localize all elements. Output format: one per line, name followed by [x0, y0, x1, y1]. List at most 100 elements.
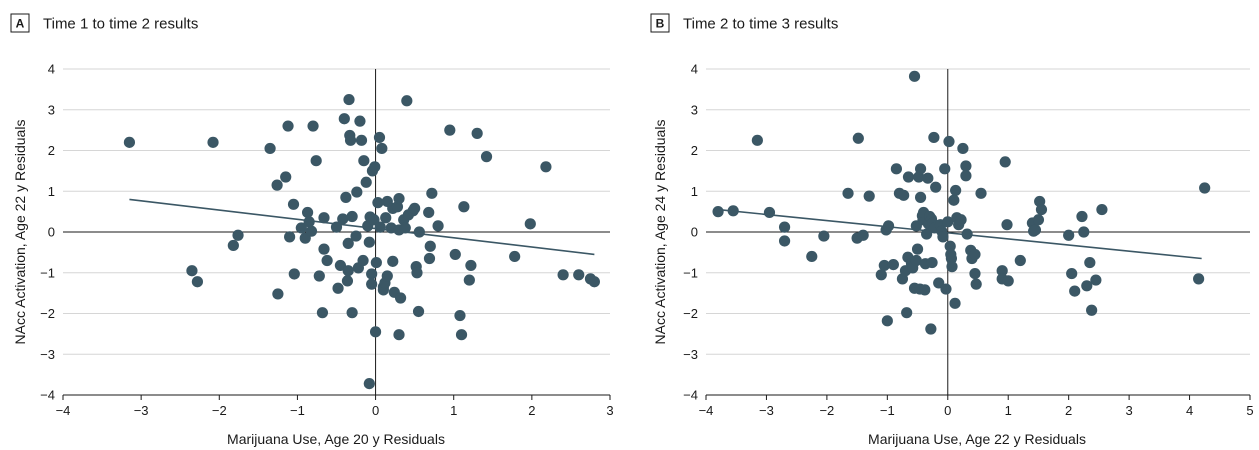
panel-a-x-ticks: −4 −3 −2 −1 0 1 2 3 [56, 403, 614, 418]
panel-b-x-tick-label: −4 [699, 403, 714, 418]
panel-a-data-point [355, 134, 368, 146]
panel-a-data-point [372, 197, 384, 209]
panel-a-badge [10, 13, 30, 33]
panel-b-data-point [878, 259, 890, 272]
panel-a-data-point [573, 269, 585, 281]
panel-a-data-point [471, 127, 483, 139]
panel-b-data-point [882, 220, 895, 232]
panel-b-x-axis-label: Marijuana Use, Age 22 y Residuals [868, 431, 1086, 447]
panel-b-data-point [1078, 226, 1090, 238]
panel-a-data-point [465, 259, 477, 272]
panel-a-data-point [454, 309, 466, 322]
panel-b-data-point [778, 235, 791, 247]
panel-a-x-tick-label: 0 [372, 403, 379, 418]
panel-b-data-point [1029, 224, 1042, 236]
panel-a-data-point [227, 239, 239, 252]
panel-b-data-point [961, 228, 973, 240]
panel-b-data-point [875, 269, 887, 281]
panel-b-data-point [921, 228, 933, 240]
panel-a-data-point [343, 93, 355, 106]
panel-a-data-point [423, 252, 436, 265]
panel-a-data-point [380, 212, 392, 224]
panel-b-data-point [1199, 182, 1211, 194]
panel-a-data-point [524, 218, 536, 230]
panel-a-data-point [351, 186, 363, 198]
panel-a-data-point [332, 282, 344, 294]
panel-a-y-axis-label: NAcc Activation, Age 22 y Residuals [12, 120, 28, 345]
panel-b-data-point [881, 315, 893, 327]
panel-b-data-point [999, 156, 1011, 168]
panel-a-x-tick-label: −2 [212, 403, 227, 418]
panel-b-x-tick-label: −2 [819, 403, 834, 418]
panel-b-data-point [1066, 267, 1078, 280]
panel-a-data-point [342, 237, 354, 250]
panel-b-data-point [948, 194, 960, 206]
panel-b-y-tick-label: −1 [683, 265, 698, 280]
panel-a-y-tick-label: 0 [48, 225, 55, 240]
panel-b-data-point [857, 229, 869, 241]
panel-a-data-point [337, 213, 349, 225]
panel-a-y-tick-label: 4 [48, 62, 55, 77]
panel-b-data-point [1002, 275, 1014, 287]
panel-b-y-tick-label: 1 [691, 184, 698, 199]
panel-a-data-point [358, 155, 370, 167]
panel-a-data-point [413, 226, 425, 238]
panel-b-x-ticks: −4 −3 −2 −1 0 1 2 3 4 5 [699, 403, 1254, 418]
panel-b-grid [706, 68, 1250, 396]
panel-a-data-point [288, 268, 300, 280]
panel-b-y-tick-label: 3 [691, 102, 698, 117]
panel-a-data-point [588, 276, 600, 288]
panel-a-data-point [411, 267, 423, 279]
panel-a-data-point [424, 240, 436, 252]
panel-b-data-point [942, 216, 954, 228]
panel-b-title: Time 2 to time 3 results [683, 16, 838, 33]
panel-b-y-tick-label: 4 [691, 62, 698, 77]
panel-b-data-point [940, 283, 952, 295]
panel-b-x-tick-label: 0 [944, 403, 951, 418]
panel-b-data-point [852, 132, 864, 144]
panel-b-data-point [969, 267, 981, 280]
panel-a-y-tick-label: 1 [48, 184, 55, 199]
panel-a-y-tick-label: −3 [40, 347, 55, 362]
panel-a-data-point [284, 231, 296, 243]
panel-b-data-point [902, 171, 915, 183]
panel-b-data-point [1086, 304, 1098, 316]
panel-b-x-tick-label: 4 [1186, 403, 1193, 418]
panel-b-y-axis-label: NAcc Activation, Age 24 y Residuals [652, 120, 668, 345]
panel-a-data-point [401, 95, 413, 107]
panel-b-badge-label: B [656, 17, 665, 31]
panel-b-x-tick-label: −1 [880, 403, 895, 418]
panel-b-data-point [712, 206, 724, 218]
panel-b-data-point [727, 205, 739, 217]
panel-a-data-point [271, 179, 283, 191]
panel-b-data-point [945, 252, 958, 265]
panel-a-y-tick-label: −1 [40, 265, 55, 280]
panel-a-y-tick-label: −2 [40, 306, 55, 321]
panel-b-data-point [1035, 203, 1048, 216]
panel-a-data-point [399, 222, 411, 234]
panel-a-data-point [301, 206, 314, 219]
panel-a-data-point [318, 243, 330, 255]
panel-b-data-point [1069, 285, 1081, 297]
panel-b-data-point [1081, 280, 1093, 292]
panel-a-data-point [369, 161, 381, 173]
panel-a-data-point [480, 151, 493, 163]
panel-a-data-point [272, 288, 284, 300]
panel-a-data-point [363, 236, 375, 248]
panel-a-data-point [350, 230, 362, 242]
panel-a-data-point [313, 270, 325, 282]
panel-a-data-point [366, 278, 378, 290]
panel-b-fit [718, 208, 1202, 260]
panel-a-data-point [264, 142, 276, 155]
panel-b-data-point [1001, 219, 1013, 231]
panel-b-x-tick-label: 3 [1125, 403, 1132, 418]
panel-a-data-point [123, 136, 136, 148]
panel-b-y-ticks: 4 3 2 1 0 −1 −2 −3 −4 [683, 62, 698, 403]
panel-b-data-point [914, 163, 927, 175]
panel-b-data-point [901, 307, 913, 319]
panel-a-x-axis-label: Marijuana Use, Age 20 y Residuals [227, 431, 445, 447]
panel-b-data-point [975, 187, 987, 199]
panel-a-data-point [509, 250, 521, 263]
panel-a-data-point [370, 256, 382, 269]
panel-b-data-point [970, 278, 982, 290]
